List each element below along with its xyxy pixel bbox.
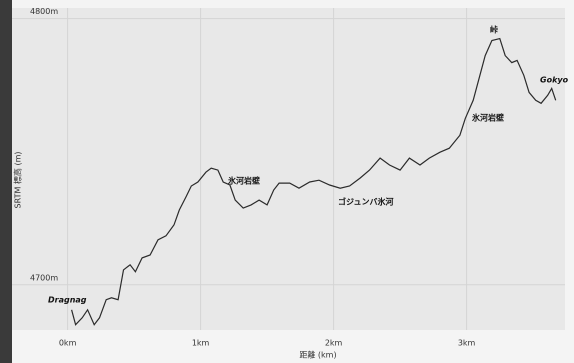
elevation-line — [71, 37, 557, 326]
x-tick-label: 0km — [59, 339, 77, 348]
annotation: ゴジュンバ氷河 — [338, 197, 393, 207]
annotation: 峠 — [490, 25, 498, 35]
x-tick-label: 1km — [192, 339, 210, 348]
x-tick-label: 2km — [325, 339, 343, 348]
annotation: Gokyo — [540, 76, 569, 85]
y-tick-label: 4700m — [30, 273, 58, 282]
x-axis-label: 距離 (km) — [299, 350, 336, 360]
annotation: 氷河岩壁 — [227, 176, 260, 186]
y-axis-label: SRTM 標高 (m) — [13, 152, 23, 209]
annotation: Dragnag — [48, 296, 87, 305]
y-tick-label: 4800m — [30, 7, 58, 16]
plot-area — [12, 8, 565, 330]
left-edge — [0, 0, 12, 363]
x-tick-label: 3km — [458, 339, 476, 348]
annotation: 氷河岩壁 — [471, 113, 504, 123]
